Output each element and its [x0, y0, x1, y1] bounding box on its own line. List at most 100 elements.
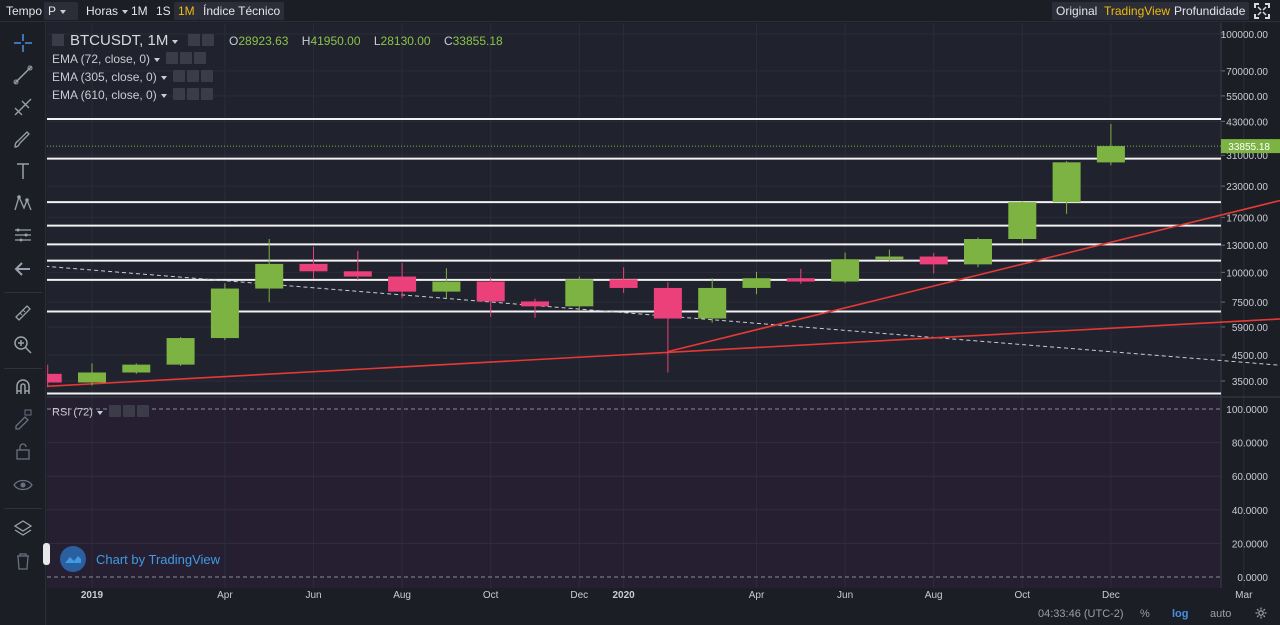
text-icon[interactable]	[12, 160, 34, 182]
candle-body-up[interactable]	[1096, 146, 1125, 163]
brush-icon[interactable]	[12, 128, 34, 150]
rsi-settings-icons[interactable]	[108, 405, 151, 420]
time-axis-label: Mar	[1235, 590, 1253, 601]
view-original-button[interactable]: Original	[1052, 2, 1102, 20]
red-trendline[interactable]	[667, 199, 1280, 353]
series-settings-icons[interactable]	[187, 34, 216, 49]
symbol-label[interactable]: BTCUSDT, 1M	[70, 32, 169, 49]
view-depth-button[interactable]: Profundidade	[1170, 2, 1250, 20]
magnet-icon[interactable]	[12, 376, 34, 398]
layers-icon[interactable]	[12, 518, 34, 540]
time-axis-label: Apr	[749, 590, 765, 601]
candle-body-up[interactable]	[964, 238, 992, 265]
ruler-icon[interactable]	[12, 302, 34, 324]
ema-610-label[interactable]: EMA (610, close, 0)	[52, 88, 157, 102]
lock-edit-icon[interactable]	[12, 408, 34, 430]
rsi-axis-label: 40.0000	[1232, 506, 1269, 517]
ema-legend-2[interactable]: EMA (305, close, 0)	[52, 70, 215, 85]
price-axis-label: 23000.00	[1226, 182, 1268, 193]
chevron-down-icon[interactable]	[172, 39, 179, 44]
tradingview-watermark[interactable]: Chart by TradingView	[60, 546, 220, 572]
fib-icon[interactable]	[12, 96, 34, 118]
trash-icon[interactable]	[12, 550, 34, 572]
rsi-label[interactable]: RSI (72)	[52, 406, 93, 419]
candle-body-down[interactable]	[476, 281, 505, 302]
rsi-legend[interactable]: RSI (72)	[52, 405, 151, 420]
time-axis-label: Jun	[305, 590, 321, 601]
interval-1s-button[interactable]: 1S	[156, 4, 171, 18]
log-scale-toggle[interactable]: log	[1172, 608, 1189, 620]
hours-dropdown[interactable]: Horas	[82, 2, 132, 20]
crosshair-icon[interactable]	[12, 32, 34, 54]
ema-72-label[interactable]: EMA (72, close, 0)	[52, 52, 151, 66]
ema-305-label[interactable]: EMA (305, close, 0)	[52, 70, 157, 84]
rsi-pane-bg[interactable]	[47, 398, 1221, 588]
red-trendline[interactable]	[47, 318, 1280, 389]
chevron-down-icon[interactable]	[160, 75, 167, 80]
ema-legend-1[interactable]: EMA (72, close, 0)	[52, 52, 208, 67]
back-arrow-icon[interactable]	[12, 258, 34, 280]
trend-line-icon[interactable]	[12, 64, 34, 86]
rsi-axis-label: 100.0000	[1226, 405, 1268, 416]
measure-icon[interactable]	[12, 224, 34, 246]
candle-body-up[interactable]	[255, 263, 284, 289]
candle-body-up[interactable]	[122, 364, 151, 373]
candle-body-down[interactable]	[521, 301, 549, 307]
time-axis-label: 2020	[612, 590, 635, 601]
watermark-text[interactable]: Chart by TradingView	[96, 551, 221, 567]
collapse-handle[interactable]	[43, 543, 50, 565]
ema-settings-icons[interactable]	[172, 70, 215, 85]
auto-scale-toggle[interactable]: auto	[1210, 608, 1232, 620]
candle-body-down[interactable]	[343, 271, 372, 277]
settings-gear-icon[interactable]	[1255, 607, 1267, 619]
candle-body-up[interactable]	[565, 279, 594, 307]
chart-area[interactable]: 2019 Apr Jun Aug Oct Dec 2020 Apr Jun Aug Oct Dec Ma…	[47, 23, 1280, 625]
candle-body-up[interactable]	[166, 338, 195, 365]
candle-body-up[interactable]	[742, 278, 771, 288]
time-scale-bg[interactable]	[47, 588, 1280, 625]
candle-body-up[interactable]	[78, 372, 106, 383]
percent-scale-toggle[interactable]: %	[1140, 608, 1150, 620]
candle-body-up[interactable]	[1052, 162, 1081, 203]
ema-settings-icons[interactable]	[172, 88, 215, 103]
dashed-trendline[interactable]	[47, 263, 1280, 366]
pattern-icon[interactable]	[12, 192, 34, 214]
sidebar-divider	[4, 508, 42, 509]
candle-body-down[interactable]	[786, 278, 815, 282]
chevron-down-icon[interactable]	[160, 93, 167, 98]
collapse-legend-icon[interactable]	[52, 34, 66, 49]
candle-body-up[interactable]	[831, 259, 860, 282]
candle-body-up[interactable]	[875, 256, 904, 260]
main-pane-bg[interactable]	[47, 23, 1221, 397]
candle-body-down[interactable]	[653, 287, 682, 319]
time-axis-label: Jun	[837, 590, 853, 601]
chevron-down-icon[interactable]	[96, 410, 103, 415]
candle-body-down[interactable]	[299, 263, 328, 272]
candle-body-down[interactable]	[388, 276, 417, 292]
time-axis-label: Oct	[1015, 590, 1031, 601]
technical-index-button[interactable]: Índice Técnico	[199, 2, 285, 20]
chevron-down-icon[interactable]	[154, 57, 161, 62]
candle-body-down[interactable]	[919, 256, 948, 265]
interval-1m-button[interactable]: 1M	[131, 4, 148, 18]
interval-1m-active-button[interactable]: 1M	[174, 2, 199, 20]
top-toolbar: Tempo P Horas 1M 1S 1M Índice Técnico Or…	[0, 0, 1280, 22]
price-axis-label: 43000.00	[1226, 117, 1268, 128]
ema-legend-3[interactable]: EMA (610, close, 0)	[52, 88, 215, 103]
candle-body-up[interactable]	[432, 281, 461, 292]
price-scale-bg[interactable]	[1221, 23, 1280, 588]
fullscreen-icon[interactable]	[1254, 3, 1270, 19]
candle-body-up[interactable]	[210, 288, 239, 339]
candle-body-down[interactable]	[609, 279, 638, 288]
zoom-icon[interactable]	[12, 334, 34, 356]
lock-icon[interactable]	[12, 440, 34, 462]
candlestick-chart[interactable]: 2019 Apr Jun Aug Oct Dec 2020 Apr Jun Aug Oct Dec Ma…	[47, 23, 1280, 625]
candle-body-down[interactable]	[47, 373, 62, 383]
candle-body-up[interactable]	[698, 287, 727, 319]
ema-settings-icons[interactable]	[166, 52, 208, 67]
period-select[interactable]: P	[44, 2, 78, 20]
time-axis-label: Dec	[1102, 590, 1120, 601]
candle-body-up[interactable]	[1008, 202, 1037, 239]
eye-icon[interactable]	[12, 474, 34, 496]
view-tradingview-button[interactable]: TradingView	[1100, 2, 1175, 20]
